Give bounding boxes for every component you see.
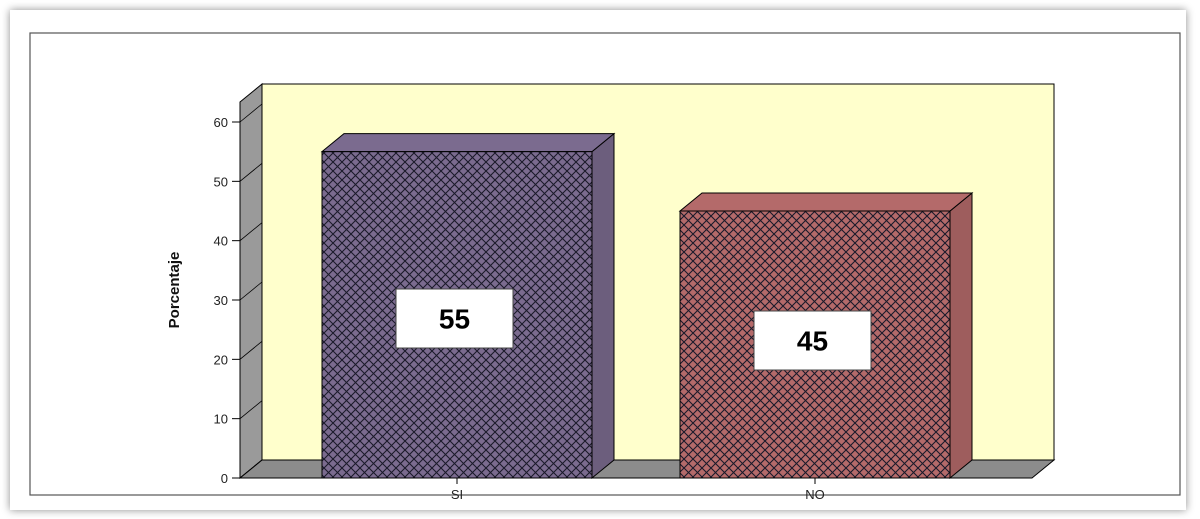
y-axis-label: Porcentaje (166, 252, 183, 329)
bar-top (678, 192, 974, 212)
value-label-box (753, 310, 872, 371)
y-tick-label: 50 (214, 174, 228, 189)
x-tick-label: NO (805, 487, 825, 502)
y-ticks: 0 10 20 30 40 50 60 (214, 103, 263, 486)
y-tick-depth (239, 459, 263, 479)
bar-top (320, 133, 616, 153)
y-tick-depth (239, 341, 263, 360)
y-tick-depth (239, 103, 263, 123)
bars-group: 55 45 (320, 132, 974, 480)
y-tick-depth (239, 222, 263, 241)
bar-no: 45 (678, 191, 974, 480)
bar-side-shade (592, 133, 614, 478)
plot-border (29, 32, 1181, 496)
value-label: 45 (797, 326, 828, 357)
y-tick-depth (239, 400, 263, 419)
y-tick-label: 40 (214, 234, 228, 249)
value-label: 55 (439, 304, 470, 335)
side-wall (239, 82, 263, 480)
y-tick-label: 10 (214, 412, 228, 427)
y-tick-depth (239, 163, 263, 182)
y-tick-depth (239, 281, 263, 301)
x-tick-label: SI (451, 487, 463, 502)
y-tick-label: 0 (221, 471, 228, 486)
y-tick-label: 30 (214, 293, 228, 308)
category-labels: SI NO (451, 478, 825, 502)
y-tick-label: 20 (214, 352, 228, 367)
y-tick-label: 60 (214, 115, 228, 130)
bar-side-shade (950, 193, 972, 478)
value-label-box (395, 288, 514, 349)
bar-si: 55 (320, 132, 616, 480)
